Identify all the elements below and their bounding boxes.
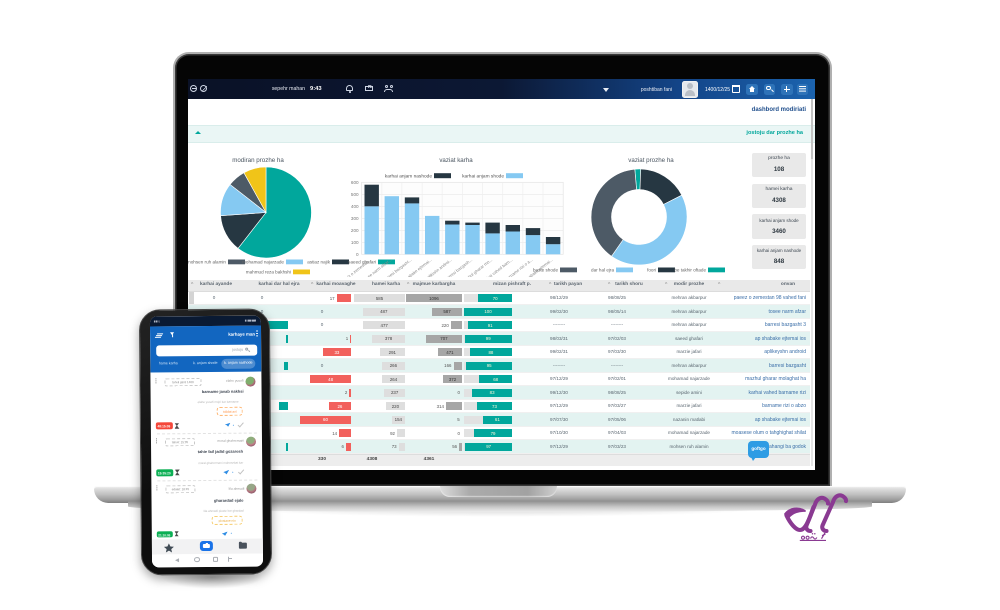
svg-text:400: 400	[351, 204, 359, 209]
svg-text:600: 600	[351, 180, 359, 185]
svg-text:vaziat karha: vaziat karha	[439, 157, 473, 164]
svg-text:500: 500	[351, 192, 359, 197]
svg-text:300: 300	[351, 216, 359, 221]
svg-text:karhai anjam nashode: karhai anjam nashode	[385, 174, 433, 180]
svg-text:200: 200	[351, 228, 359, 233]
svg-text:100: 100	[351, 240, 359, 245]
svg-text:dar hal ejra: dar hal ejra	[591, 268, 614, 273]
svg-text:mohsen ruh alamin: mohsen ruh alamin	[188, 260, 226, 265]
svg-text:vaziat prozhe ha: vaziat prozhe ha	[628, 157, 674, 164]
svg-text:mohamad najarzade: mohamad najarzade	[242, 260, 284, 265]
svg-text:modiran prozhe ha: modiran prozhe ha	[232, 157, 284, 164]
svg-text:saeed ghafari: saeed ghafari	[348, 260, 376, 265]
svg-text:mahmud reza bakhshi: mahmud reza bakhshi	[246, 270, 291, 275]
svg-text:0: 0	[356, 252, 359, 257]
svg-text:baste shode: baste shode	[533, 268, 558, 273]
svg-text:astiaz najik: astiaz najik	[307, 260, 330, 265]
svg-text:be takhir oftade: be takhir oftade	[674, 268, 706, 273]
svg-text:foori: foori	[647, 268, 656, 273]
svg-text:karhai anjam shode: karhai anjam shode	[462, 174, 504, 180]
